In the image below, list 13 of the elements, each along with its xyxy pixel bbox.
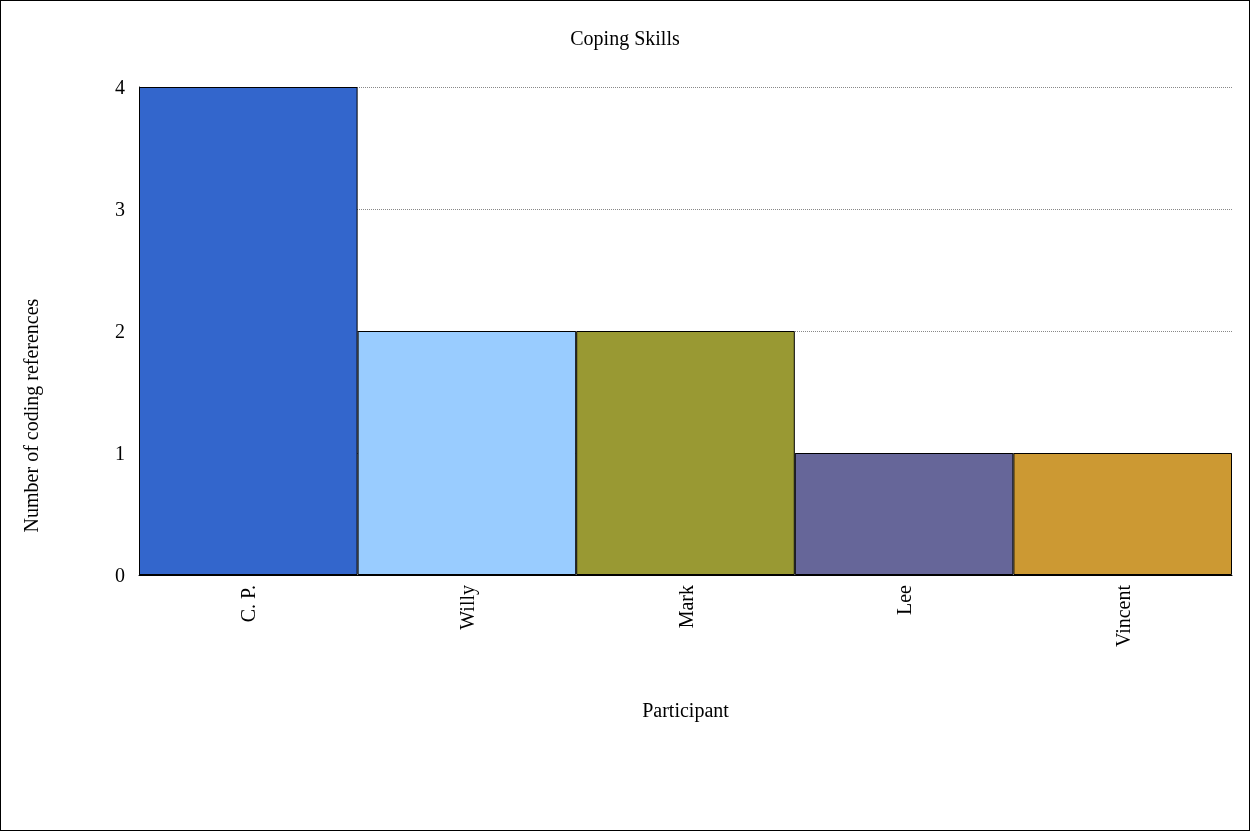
x-tick-label: Vincent [1111, 584, 1134, 648]
y-tick-label: 3 [115, 198, 125, 220]
y-tick-label: 0 [115, 564, 125, 586]
chart-title: Coping Skills [570, 27, 680, 50]
y-tick-label: 1 [115, 442, 125, 464]
y-tick-label: 2 [115, 320, 125, 342]
x-tick-label: Lee [893, 584, 916, 615]
x-axis-title: Participant [642, 699, 730, 722]
x-tick-label: Willy [455, 585, 479, 630]
y-axis-title: Number of coding references [20, 298, 43, 533]
x-tick-label: Mark [674, 585, 697, 629]
x-tick-label: C. P. [237, 585, 260, 623]
y-tick-label: 4 [115, 76, 125, 98]
